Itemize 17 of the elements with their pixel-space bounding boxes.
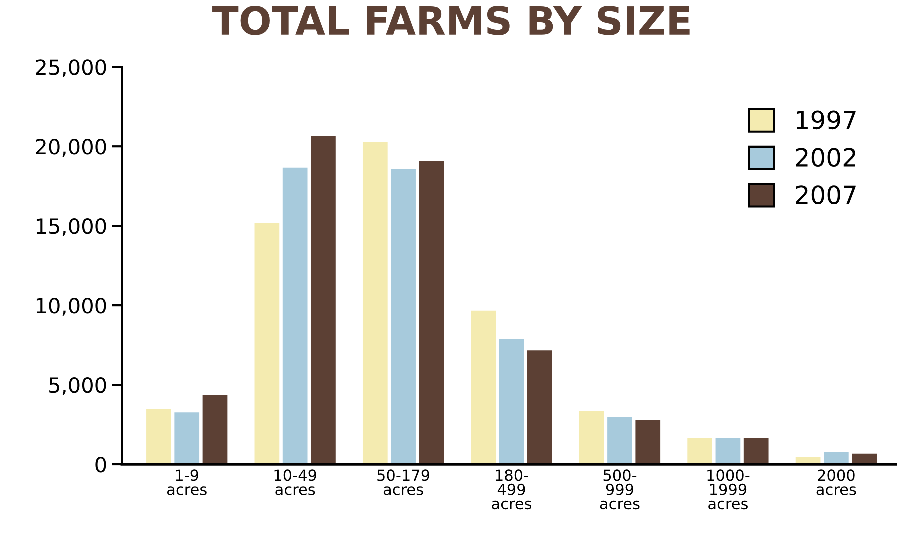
y-tick-label: 15,000 xyxy=(36,218,106,236)
legend-label: 2002 xyxy=(796,148,856,168)
x-tick-label: 10-49 acres xyxy=(274,470,316,496)
x-tick-label: 50-179 acres xyxy=(378,470,430,496)
x-tick-label: 1-9 acres xyxy=(167,470,207,496)
x-tick-label: 180- 499 acres xyxy=(492,470,532,510)
legend-label: 2007 xyxy=(796,186,856,204)
x-tick-label: 500- 999 acres xyxy=(600,470,640,510)
y-tick-label: 0 xyxy=(96,456,106,473)
y-tick-label: 20,000 xyxy=(36,139,106,157)
x-tick-label: 2000 acres xyxy=(816,470,856,496)
y-tick-label: 10,000 xyxy=(36,298,106,316)
y-tick-label: 5,000 xyxy=(50,377,106,396)
x-tick-label: 1000- 1999 acres xyxy=(708,470,750,510)
chart-title: TOTAL FARMS BY SIZE xyxy=(212,6,690,36)
y-tick-label: 25,000 xyxy=(36,60,106,78)
legend-label: 1997 xyxy=(797,110,856,130)
